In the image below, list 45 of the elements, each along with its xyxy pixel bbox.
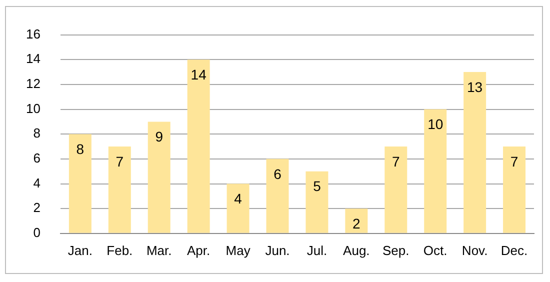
bar: [148, 122, 170, 233]
bar: [306, 171, 328, 233]
bar: [108, 146, 131, 233]
x-tick-label: Mar.: [146, 242, 172, 258]
x-tick-label: Feb.: [106, 242, 133, 258]
data-label: 14: [190, 66, 207, 82]
bar: [384, 146, 408, 233]
x-tick-label: May: [226, 242, 251, 258]
x-tick-label: Sep.: [382, 242, 410, 258]
x-tick-label: Nov.: [462, 242, 488, 258]
bar: [266, 158, 289, 233]
x-tick-label: Jun.: [265, 242, 290, 258]
x-tick-label: Jul.: [306, 242, 328, 258]
x-tick-label: Dec.: [500, 242, 528, 258]
y-tick-label: 14: [26, 51, 40, 66]
bar: [345, 208, 368, 233]
bar: [464, 72, 486, 233]
bar: [187, 60, 210, 233]
y-tick-label: 4: [33, 175, 40, 190]
data-label: 7: [116, 153, 124, 170]
bar: [68, 134, 92, 233]
data-label: 7: [510, 153, 518, 170]
y-tick-label: 2: [33, 200, 40, 216]
data-label: 6: [274, 166, 282, 182]
x-tick-label: Aug.: [343, 242, 370, 258]
data-label: 5: [313, 178, 322, 194]
y-tick-label: 8: [33, 126, 40, 141]
y-tick-label: 10: [26, 100, 40, 116]
y-tick-label: 12: [26, 76, 40, 92]
x-tick-label: Oct.: [423, 242, 448, 258]
x-tick-label: Apr.: [187, 242, 210, 258]
data-label: 8: [76, 140, 84, 157]
data-label: 10: [428, 116, 444, 132]
y-tick-label: 16: [26, 26, 40, 42]
data-label: 13: [467, 78, 483, 95]
y-tick-label: 6: [33, 150, 40, 166]
bar: [226, 184, 250, 233]
data-label: 4: [234, 190, 242, 207]
bar: [503, 146, 526, 233]
data-label: 9: [155, 128, 164, 145]
y-tick-label: 0: [33, 224, 40, 240]
data-label: 7: [392, 153, 400, 170]
bar: [424, 109, 447, 233]
x-tick-label: Jan.: [68, 242, 92, 258]
data-label: 2: [352, 215, 361, 232]
